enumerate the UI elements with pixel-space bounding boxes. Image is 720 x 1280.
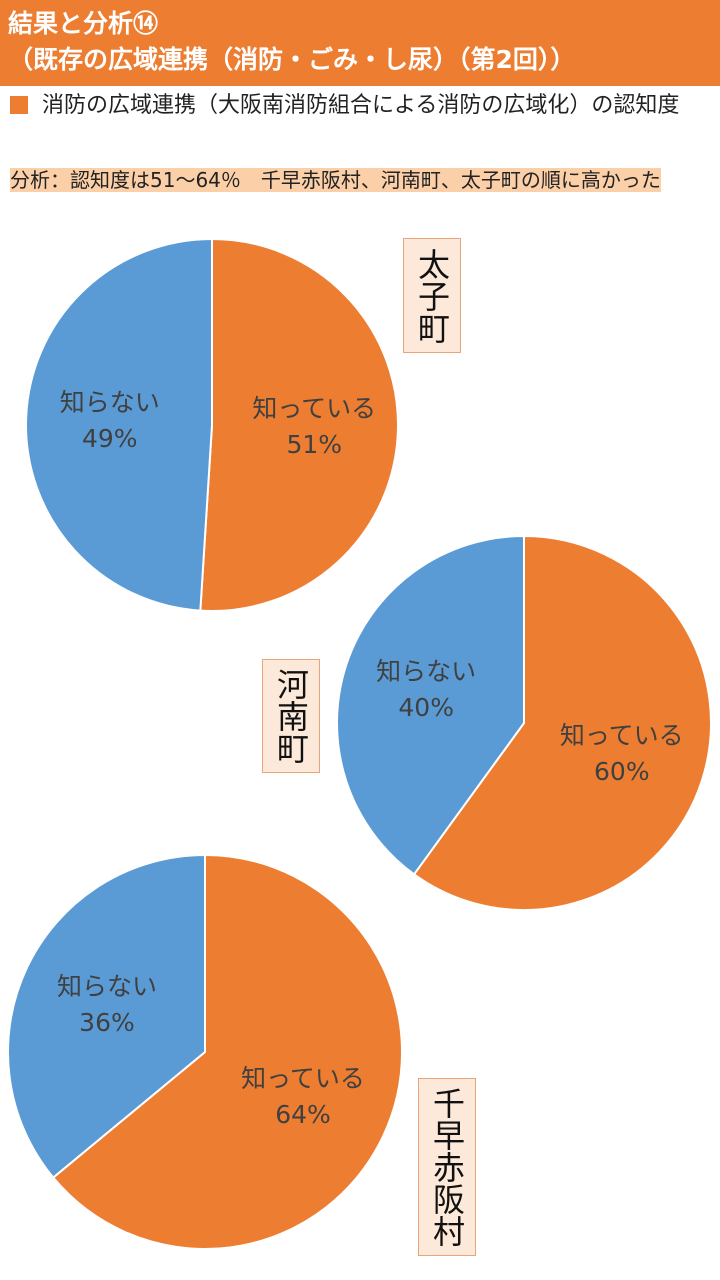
subtitle: （既存の広域連携（消防・ごみ・し尿）（第2回）） (8, 45, 576, 74)
slice-value: 40% (398, 693, 454, 722)
slice-label: 知らない (57, 972, 157, 1001)
pie-slice (25, 237, 213, 612)
slice-label: 知っている (560, 721, 684, 750)
pie-slice (7, 853, 206, 1179)
pie-slice (336, 534, 525, 876)
analysis: 分析：認知度は51～64％ 千早赤阪村、河南町、太子町の順に高かった (10, 166, 700, 194)
slice-label: 知らない (60, 388, 160, 417)
slice-value: 49% (82, 424, 138, 453)
header: 結果と分析⑭ （既存の広域連携（消防・ごみ・し尿）（第2回）） (0, 0, 720, 86)
chart-title: 千早赤阪村 (418, 1078, 476, 1256)
slice-label: 知っている (252, 394, 376, 423)
slice-label: 知らない (376, 657, 476, 686)
pie-slice (412, 534, 712, 911)
pie-slice (51, 853, 403, 1250)
bullet (10, 96, 28, 114)
question: 消防の広域連携（大阪南消防組合による消防の広域化）の認知度 (10, 90, 710, 122)
chart-title: 河南町 (262, 659, 320, 773)
slice-label: 知っている (241, 1064, 365, 1093)
slice-value: 60% (594, 757, 650, 786)
slice-value: 36% (79, 1008, 135, 1037)
title: 結果と分析⑭ (8, 9, 159, 38)
slice-value: 51% (286, 430, 342, 459)
slice-value: 64% (275, 1100, 331, 1129)
chart-title: 太子町 (403, 238, 461, 353)
analysis-text: 分析：認知度は51～64％ 千早赤阪村、河南町、太子町の順に高かった (10, 168, 661, 192)
question-text: 消防の広域連携（大阪南消防組合による消防の広域化）の認知度 (42, 93, 680, 118)
pie-slice (199, 237, 399, 612)
